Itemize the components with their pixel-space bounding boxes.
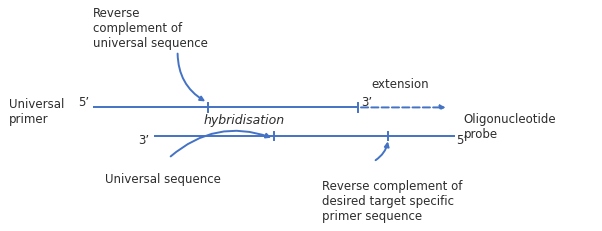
Text: Oligonucleotide
probe: Oligonucleotide probe [464,113,556,141]
Text: 5’: 5’ [456,134,467,147]
Text: Universal sequence: Universal sequence [105,173,221,186]
Text: extension: extension [371,78,429,91]
Text: 5’: 5’ [78,96,89,109]
Text: 3’: 3’ [138,134,149,147]
Text: Universal
primer: Universal primer [9,98,64,126]
Text: Reverse complement of
desired target specific
primer sequence: Reverse complement of desired target spe… [322,180,462,223]
Text: Reverse
complement of
universal sequence: Reverse complement of universal sequence [93,7,208,50]
Text: 3’: 3’ [361,96,372,109]
Text: hybridisation: hybridisation [203,114,284,127]
